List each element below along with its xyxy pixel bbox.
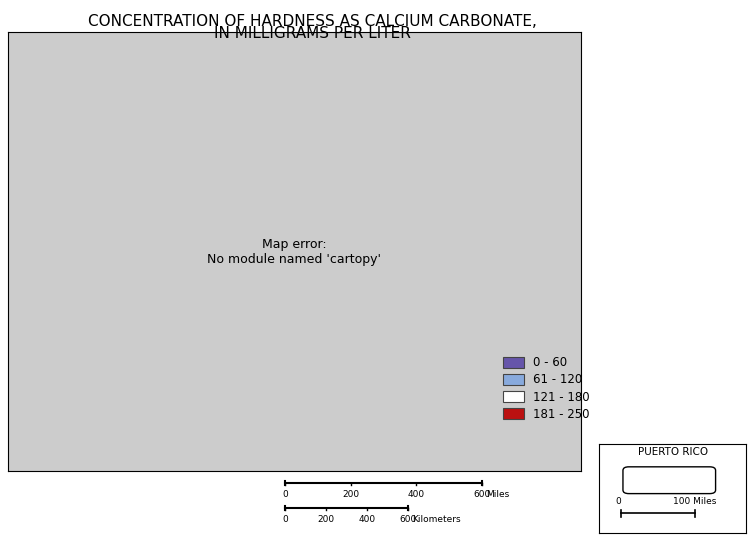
Text: 400: 400 bbox=[408, 490, 425, 499]
Text: 200: 200 bbox=[317, 515, 335, 524]
Text: 0: 0 bbox=[616, 497, 621, 506]
Text: Kilometers: Kilometers bbox=[412, 515, 461, 524]
Text: 0: 0 bbox=[282, 515, 288, 524]
Text: 400: 400 bbox=[358, 515, 375, 524]
Text: 600: 600 bbox=[399, 515, 416, 524]
Text: Miles: Miles bbox=[486, 490, 510, 499]
FancyBboxPatch shape bbox=[623, 467, 716, 493]
Text: 100 Miles: 100 Miles bbox=[673, 497, 717, 506]
Text: 0: 0 bbox=[282, 490, 288, 499]
Text: PUERTO RICO: PUERTO RICO bbox=[638, 447, 708, 457]
Text: Map error:
No module named 'cartopy': Map error: No module named 'cartopy' bbox=[207, 237, 381, 266]
Text: 200: 200 bbox=[342, 490, 360, 499]
Text: CONCENTRATION OF HARDNESS AS CALCIUM CARBONATE,: CONCENTRATION OF HARDNESS AS CALCIUM CAR… bbox=[88, 14, 538, 29]
Legend: 0 - 60, 61 - 120, 121 - 180, 181 - 250: 0 - 60, 61 - 120, 121 - 180, 181 - 250 bbox=[499, 353, 593, 424]
Text: 600: 600 bbox=[474, 490, 491, 499]
Text: IN MILLIGRAMS PER LITER: IN MILLIGRAMS PER LITER bbox=[214, 26, 412, 41]
